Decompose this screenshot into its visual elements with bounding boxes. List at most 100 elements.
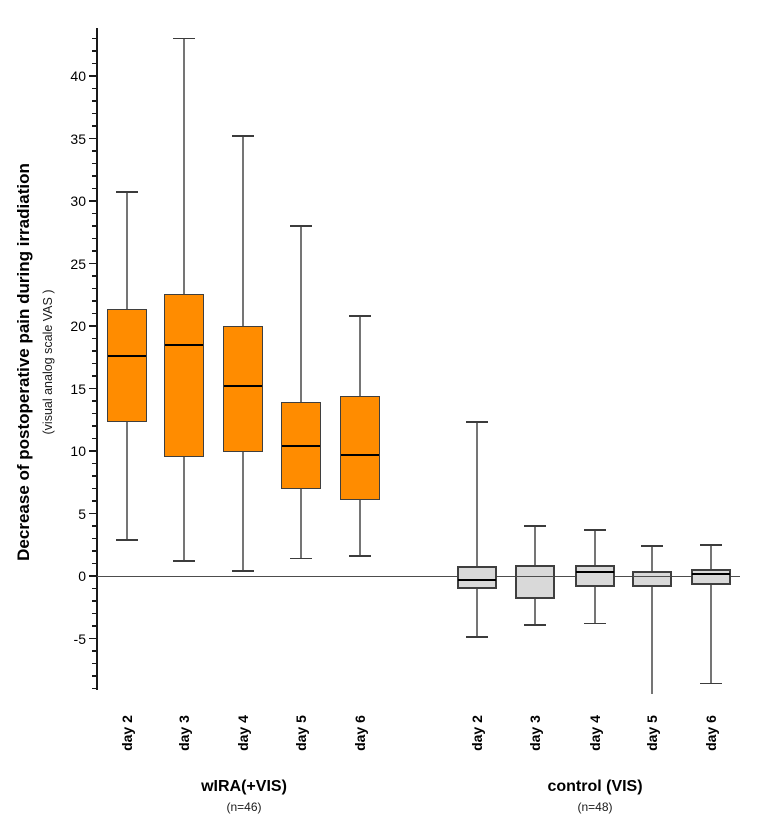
y-minor-tick: [92, 525, 96, 527]
y-minor-tick: [92, 662, 96, 665]
group1-day5-box: [632, 571, 672, 588]
y-minor-tick: [92, 375, 96, 377]
y-minor-tick: [92, 275, 96, 277]
group0-day2-whisker-lower-stem: [126, 422, 128, 540]
group0-day6-whisker-upper-stem: [359, 316, 361, 396]
group-sublabel-control: (n=48): [577, 800, 613, 814]
y-major-tick: [89, 200, 96, 202]
group-sublabel-wira: (n=46): [226, 800, 262, 814]
y-minor-tick: [92, 425, 96, 427]
group0-day3-whisker-lower-cap: [173, 560, 195, 562]
y-tick-label: 0: [78, 568, 86, 584]
group0-day2-median: [108, 355, 146, 357]
group0-day5-whisker-upper-stem: [300, 226, 302, 403]
group0-day6-whisker-lower-stem: [359, 499, 361, 556]
group1-day4-day-label: day 4: [587, 715, 603, 751]
group-label-control: control (VIS): [547, 778, 643, 795]
group0-day4-day-label: day 4: [235, 715, 251, 751]
y-minor-tick: [92, 312, 96, 315]
group1-day6-whisker-upper-cap: [700, 543, 722, 546]
y-minor-tick: [92, 50, 96, 52]
group1-day4-whisker-upper-stem: [594, 529, 596, 565]
y-minor-tick: [92, 412, 96, 415]
y-tick-label: 20: [70, 318, 86, 334]
group1-day2-whisker-upper-cap: [466, 421, 488, 424]
group0-day2-day-label: day 2: [119, 715, 135, 751]
group1-day6-box: [691, 568, 731, 585]
group0-day3-whisker-lower-stem: [183, 457, 185, 561]
group1-day6-day-label: day 6: [703, 715, 719, 751]
group0-day6-box: [340, 396, 380, 500]
y-minor-tick: [92, 475, 96, 477]
y-minor-tick: [92, 287, 96, 290]
group1-day5-whisker-upper-cap: [641, 545, 663, 547]
group1-day6-median: [692, 572, 730, 575]
y-major-tick: [89, 262, 96, 265]
group1-day6-whisker-lower-cap: [700, 682, 722, 685]
y-tick-label: 25: [70, 255, 86, 272]
group1-day3-median: [516, 575, 554, 577]
y-minor-tick: [92, 587, 96, 590]
group1-day3-whisker-upper-cap: [524, 525, 546, 527]
group0-day4-whisker-lower-stem: [242, 452, 244, 571]
group1-day2-whisker-lower-stem: [476, 588, 478, 638]
group1-day3-day-label: day 3: [527, 715, 543, 751]
y-minor-tick: [92, 437, 96, 440]
group0-day6-whisker-lower-cap: [349, 555, 371, 557]
y-major-tick: [89, 325, 96, 327]
y-minor-tick: [92, 600, 96, 602]
group0-day2-box: [107, 308, 147, 423]
group0-day5-median: [282, 445, 320, 447]
group1-day5-median: [633, 575, 671, 577]
group1-day6-whisker-lower-stem: [710, 584, 712, 684]
y-minor-tick: [92, 212, 96, 215]
group0-day4-whisker-upper-stem: [242, 136, 244, 326]
y-major-tick: [89, 137, 96, 140]
group1-day3-whisker-upper-stem: [534, 526, 536, 565]
group0-day3-whisker-upper-cap: [173, 37, 195, 40]
y-minor-tick: [92, 362, 96, 365]
y-minor-tick: [92, 300, 96, 302]
group1-day4-whisker-upper-cap: [584, 528, 606, 531]
y-major-tick: [89, 512, 96, 515]
y-minor-tick: [92, 187, 96, 190]
y-minor-tick: [92, 225, 96, 227]
y-major-tick: [89, 450, 96, 452]
group1-day4-box: [575, 564, 615, 588]
group0-day4-whisker-upper-cap: [232, 135, 254, 137]
y-major-tick: [89, 575, 96, 577]
y-minor-tick: [92, 625, 96, 627]
group1-day2-day-label: day 2: [469, 715, 485, 751]
group0-day4-median: [224, 385, 262, 387]
y-minor-tick: [92, 687, 96, 690]
y-minor-tick: [92, 337, 96, 340]
y-minor-tick: [92, 537, 96, 540]
group0-day4-whisker-lower-cap: [232, 570, 254, 572]
group1-day2-box: [457, 566, 497, 589]
group0-day6-median: [341, 453, 379, 456]
group0-day6-whisker-upper-cap: [349, 315, 371, 317]
group0-day6-day-label: day 6: [352, 715, 368, 751]
y-minor-tick: [92, 550, 96, 552]
group-label-wira: wIRA(+VIS): [201, 778, 287, 795]
y-minor-tick: [92, 675, 96, 677]
y-minor-tick: [92, 175, 96, 177]
group1-day5-day-label: day 5: [644, 715, 660, 751]
y-minor-tick: [92, 62, 96, 65]
group0-day5-day-label: day 5: [293, 715, 309, 751]
group1-day2-whisker-upper-stem: [476, 422, 478, 566]
group1-day4-median: [576, 571, 614, 574]
y-axis-line: [96, 28, 98, 690]
y-minor-tick: [92, 162, 96, 165]
group0-day3-median: [165, 343, 203, 346]
group0-day5-whisker-lower-stem: [300, 488, 302, 559]
group1-day3-whisker-lower-cap: [524, 623, 546, 626]
y-tick-label: 10: [70, 443, 86, 459]
y-minor-tick: [92, 150, 96, 152]
group1-day2-median: [458, 578, 496, 581]
group0-day5-whisker-lower-cap: [290, 557, 312, 560]
y-minor-tick: [92, 250, 96, 252]
y-minor-tick: [92, 112, 96, 115]
